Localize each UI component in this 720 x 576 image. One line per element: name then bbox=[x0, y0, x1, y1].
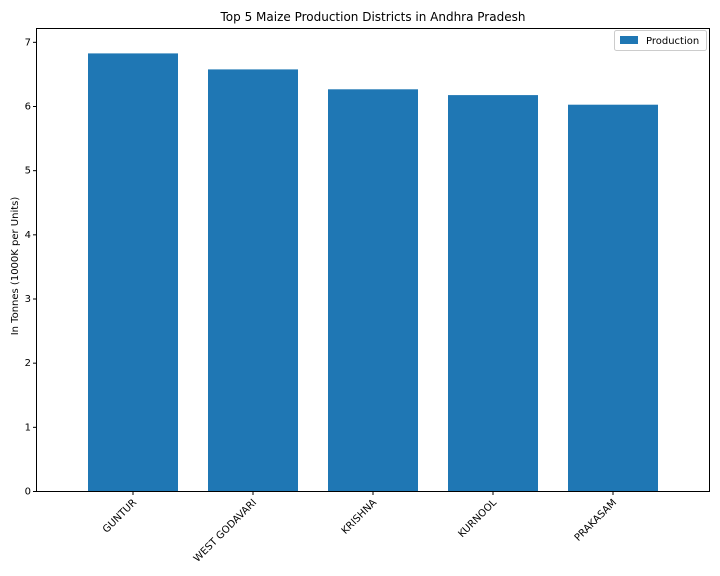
x-tick-label: KURNOOL bbox=[456, 497, 499, 540]
y-tick-label: 2 bbox=[25, 358, 31, 369]
y-ticks: 0 1 2 3 4 5 6 7 bbox=[25, 37, 37, 498]
x-tick-label: KRISHNA bbox=[340, 497, 379, 536]
y-tick-label: 4 bbox=[25, 230, 31, 241]
x-tick-label: WEST GODAVARI bbox=[192, 497, 259, 564]
chart-title: Top 5 Maize Production Districts in Andh… bbox=[220, 10, 526, 24]
y-tick-label: 6 bbox=[25, 102, 31, 113]
x-tick-label: GUNTUR bbox=[101, 497, 139, 535]
bar-prakasam bbox=[568, 104, 658, 491]
x-tick-label: PRAKASAM bbox=[573, 497, 619, 543]
legend-swatch bbox=[620, 36, 638, 44]
y-tick-label: 7 bbox=[25, 37, 31, 48]
bar-kurnool bbox=[448, 95, 538, 491]
legend-box bbox=[614, 30, 707, 51]
bar-guntur bbox=[88, 53, 178, 492]
legend-label-production: Production bbox=[646, 36, 699, 47]
bar-krishna bbox=[328, 89, 418, 492]
bars-layer bbox=[88, 53, 658, 492]
y-tick-label: 5 bbox=[25, 166, 31, 177]
x-ticks: GUNTUR WEST GODAVARI KRISHNA KURNOOL PRAKASA… bbox=[101, 491, 619, 565]
y-tick-label: 0 bbox=[25, 487, 31, 498]
legend: Production bbox=[614, 30, 707, 51]
y-axis-label: In Tonnes (1000K per Units) bbox=[10, 197, 21, 336]
bar-west-godavari bbox=[208, 69, 298, 492]
plot-frame bbox=[36, 28, 710, 492]
y-tick-label: 1 bbox=[25, 422, 31, 433]
y-tick-label: 3 bbox=[25, 294, 31, 305]
